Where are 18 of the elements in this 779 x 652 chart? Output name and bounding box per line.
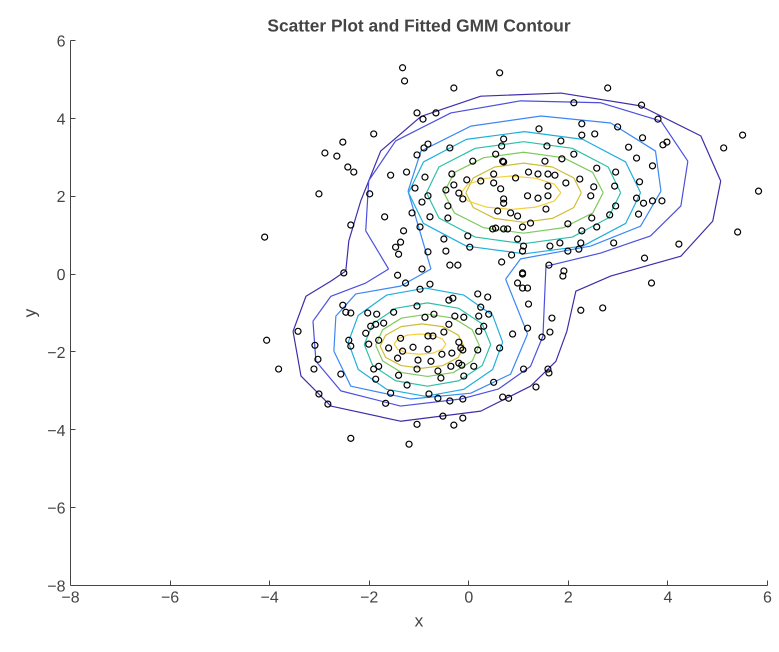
x-tick-label: 4 — [663, 590, 672, 606]
y-tick-label: 4 — [56, 111, 66, 128]
x-tick-label: −4 — [260, 590, 279, 606]
y-tick-label: −2 — [47, 344, 66, 362]
x-tick-label: 0 — [464, 590, 474, 606]
x-tick-label: 2 — [564, 590, 573, 606]
y-tick-label: −4 — [47, 422, 66, 440]
x-tick-label: 6 — [763, 590, 772, 606]
y-tick-label: 6 — [56, 34, 66, 50]
y-tick-label: 2 — [56, 189, 66, 206]
x-tick-label: −6 — [160, 590, 180, 606]
y-tick-label: −6 — [47, 500, 66, 518]
y-tick-label: 0 — [56, 267, 66, 284]
x-axis-title: x — [414, 610, 424, 630]
y-axis-title: y — [19, 308, 40, 318]
y-tick-label: −8 — [47, 578, 66, 596]
chart-title: Scatter Plot and Fitted GMM Contour — [267, 16, 571, 36]
x-tick-label: −2 — [360, 590, 378, 606]
